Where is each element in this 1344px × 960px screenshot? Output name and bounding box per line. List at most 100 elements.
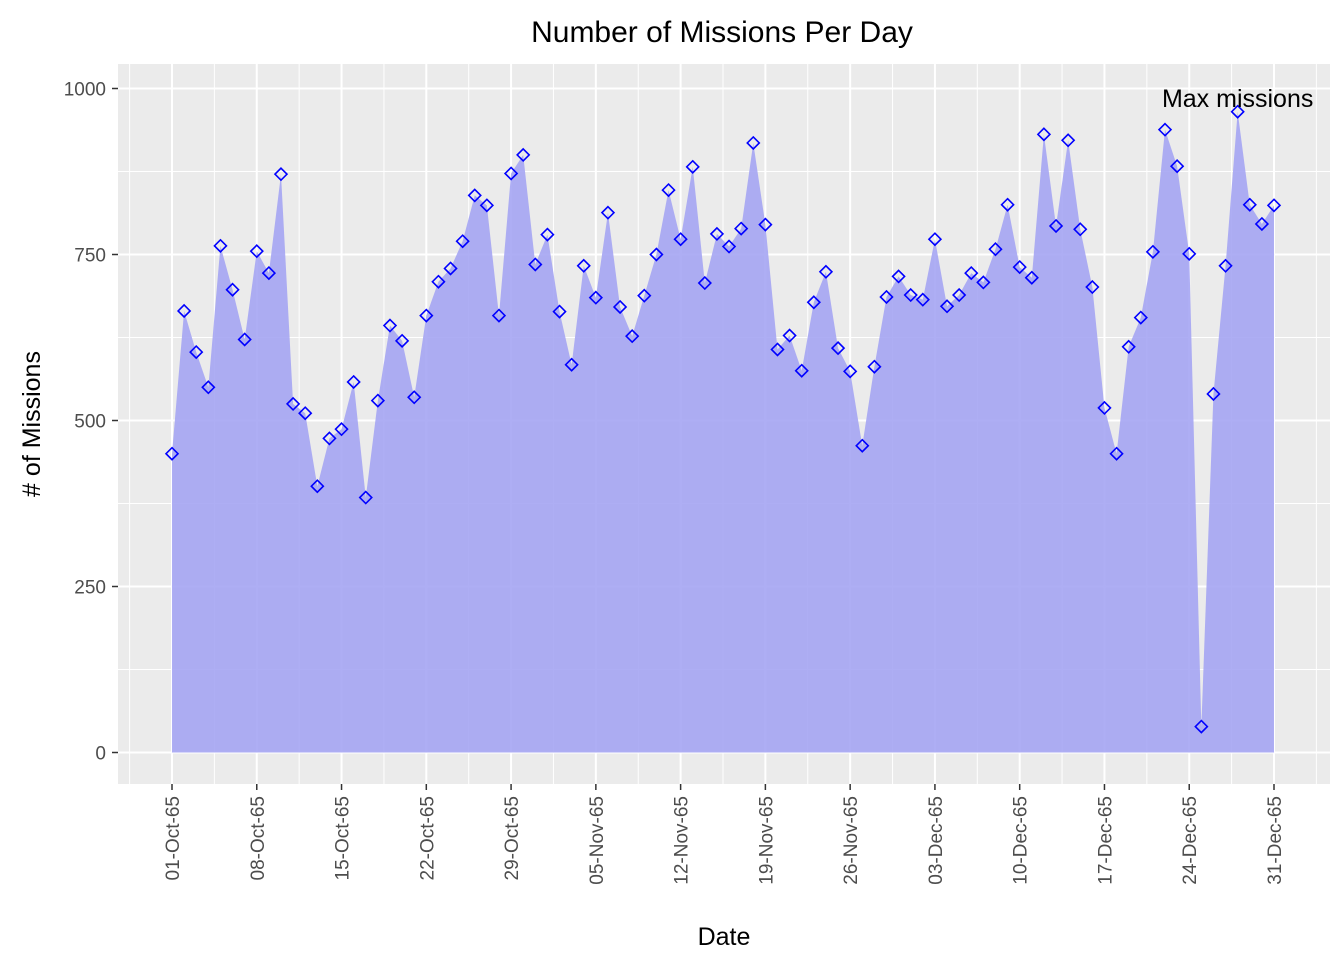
data-point-marker bbox=[455, 234, 470, 249]
data-point-marker bbox=[249, 244, 264, 259]
x-tick-label: 19-Nov-65 bbox=[756, 796, 777, 885]
data-point-marker bbox=[1169, 159, 1185, 174]
data-point-marker bbox=[358, 490, 373, 505]
x-axis-title: Date bbox=[698, 923, 751, 951]
data-point-marker bbox=[479, 198, 494, 213]
data-point-marker bbox=[867, 359, 882, 374]
data-point-marker bbox=[697, 275, 712, 291]
x-tick-label: 26-Nov-65 bbox=[841, 796, 862, 885]
data-point-marker bbox=[467, 188, 482, 203]
annotations: Max missions bbox=[1162, 85, 1313, 113]
data-point-marker bbox=[322, 431, 337, 446]
y-tick-label: 500 bbox=[74, 412, 106, 433]
data-point-marker bbox=[176, 303, 192, 319]
data-point-marker bbox=[782, 328, 797, 343]
x-tick-label: 31-Dec-65 bbox=[1265, 796, 1286, 885]
data-point-marker bbox=[806, 295, 821, 310]
y-tick-label: 750 bbox=[74, 246, 106, 267]
data-point-marker bbox=[661, 182, 676, 198]
max-missions-annotation: Max missions bbox=[1162, 85, 1313, 113]
data-point-marker bbox=[734, 221, 749, 236]
x-tick-label: 17-Dec-65 bbox=[1095, 796, 1116, 885]
y-tick-label: 1000 bbox=[64, 80, 106, 101]
data-point-marker bbox=[516, 147, 531, 163]
data-point-marker bbox=[1036, 127, 1052, 142]
data-point-marker bbox=[600, 205, 616, 220]
data-point-marker bbox=[273, 167, 289, 182]
data-point-marker bbox=[685, 159, 700, 174]
data-point-marker bbox=[721, 239, 737, 254]
data-point-marker bbox=[939, 299, 955, 314]
data-point-marker bbox=[625, 329, 640, 344]
data-point-marker bbox=[164, 446, 180, 461]
data-point-marker bbox=[382, 318, 398, 333]
data-point-marker bbox=[1230, 104, 1245, 119]
data-point-marker bbox=[1109, 446, 1124, 461]
data-point-marker bbox=[1000, 197, 1015, 212]
data-point-marker bbox=[419, 308, 434, 323]
x-tick-label: 03-Dec-65 bbox=[926, 796, 947, 885]
data-point-marker bbox=[1073, 222, 1088, 237]
data-point-marker bbox=[528, 257, 543, 272]
data-point-marker bbox=[588, 290, 603, 305]
data-point-marker bbox=[758, 217, 773, 232]
data-point-marker bbox=[891, 269, 906, 284]
y-tick-label: 250 bbox=[74, 578, 106, 599]
data-point-marker bbox=[334, 422, 349, 437]
data-point-marker bbox=[927, 232, 943, 247]
data-point-marker bbox=[1182, 246, 1197, 261]
data-point-marker bbox=[1097, 400, 1112, 416]
data-point-marker bbox=[709, 226, 725, 242]
data-point-marker bbox=[576, 258, 591, 273]
chart-title: Number of Missions Per Day bbox=[531, 16, 913, 49]
data-point-marker bbox=[1048, 218, 1064, 234]
data-point-marker bbox=[213, 238, 228, 253]
x-tick-label: 10-Dec-65 bbox=[1011, 796, 1032, 885]
data-point-marker bbox=[564, 357, 579, 372]
data-point-marker bbox=[1218, 258, 1233, 273]
data-point-marker bbox=[1194, 719, 1209, 734]
data-point-marker bbox=[964, 265, 979, 281]
data-point-marker bbox=[1254, 216, 1270, 232]
data-point-marker bbox=[879, 289, 894, 305]
data-point-marker bbox=[843, 364, 858, 379]
data-point-marker bbox=[225, 282, 240, 297]
data-point-marker bbox=[673, 232, 688, 247]
data-point-marker bbox=[952, 287, 967, 303]
data-point-marker bbox=[1121, 339, 1136, 354]
data-point-marker bbox=[552, 304, 567, 319]
data-point-marker bbox=[976, 275, 991, 290]
data-point-marker bbox=[746, 135, 761, 151]
x-tick-label: 05-Nov-65 bbox=[587, 796, 608, 885]
x-axis: 01-Oct-65 08-Oct-65 15-Oct-65 22-Oct-65 29-O… bbox=[163, 784, 1286, 885]
data-point-marker bbox=[189, 344, 204, 360]
x-tick-label: 24-Dec-65 bbox=[1180, 796, 1201, 885]
data-point-marker bbox=[770, 342, 785, 357]
y-tick-label: 0 bbox=[95, 744, 106, 765]
data-point-marker bbox=[407, 390, 422, 405]
data-point-marker bbox=[988, 242, 1003, 257]
data-point-marker bbox=[612, 299, 628, 315]
data-point-marker bbox=[237, 332, 252, 347]
data-point-marker bbox=[1024, 270, 1039, 285]
data-point-marker bbox=[855, 438, 870, 453]
x-tick-label: 22-Oct-65 bbox=[417, 796, 438, 880]
data-point-marker bbox=[1061, 133, 1076, 148]
data-point-marker bbox=[370, 393, 385, 408]
data-point-marker bbox=[503, 166, 519, 181]
data-point-marker bbox=[903, 287, 918, 303]
x-tick-label: 12-Nov-65 bbox=[672, 796, 693, 885]
x-tick-label: 08-Oct-65 bbox=[248, 796, 269, 880]
data-point-marker bbox=[1012, 259, 1027, 275]
data-point-marker bbox=[491, 308, 507, 323]
data-point-marker bbox=[649, 247, 664, 262]
data-point-marker bbox=[285, 396, 301, 412]
data-point-marker bbox=[1133, 310, 1148, 325]
data-point-marker bbox=[346, 374, 361, 390]
data-point-marker bbox=[394, 333, 410, 348]
data-point-marker bbox=[310, 479, 325, 494]
data-point-marker bbox=[298, 406, 313, 421]
data-markers bbox=[164, 104, 1282, 734]
